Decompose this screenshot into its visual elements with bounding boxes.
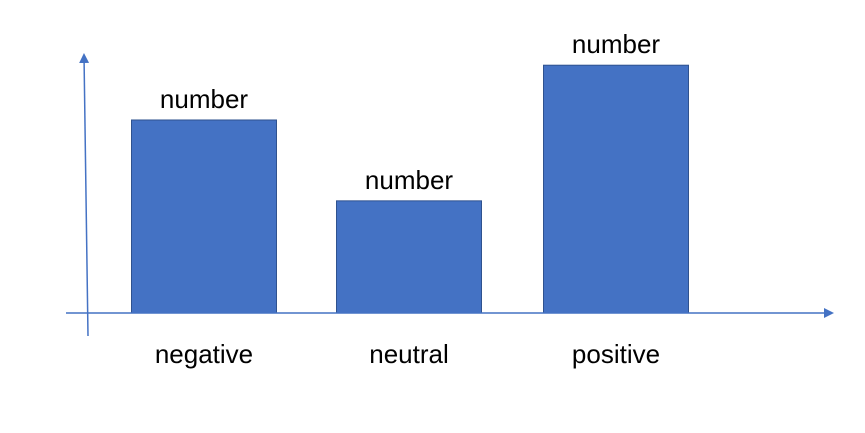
labels-layer: number negative number neutral number positiv…: [155, 29, 661, 369]
bar-positive: [543, 64, 689, 314]
data-label-neutral: number: [365, 165, 453, 195]
bar-negative: [131, 119, 277, 314]
data-label-positive: number: [572, 29, 660, 59]
y-axis: [79, 53, 90, 337]
data-label-negative: number: [160, 84, 248, 114]
tick-label-neutral: neutral: [369, 339, 449, 369]
tick-label-negative: negative: [155, 339, 253, 369]
bars-layer: [131, 64, 689, 314]
bar-neutral: [336, 200, 482, 314]
tick-label-positive: positive: [572, 339, 660, 369]
